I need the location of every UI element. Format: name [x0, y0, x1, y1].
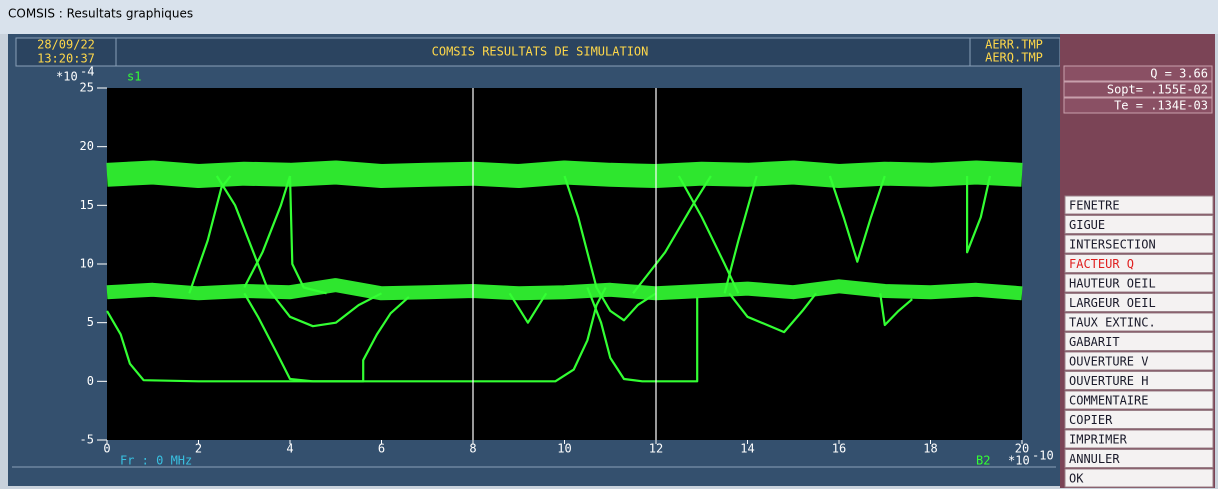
- button-label: GIGUE: [1069, 218, 1105, 232]
- plot-area: [107, 88, 1022, 440]
- menu-button[interactable]: ANNULER: [1065, 450, 1213, 468]
- menu-button[interactable]: COMMENTAIRE: [1065, 391, 1213, 409]
- y-tick-label: 0: [87, 374, 94, 388]
- trace-label: s1: [127, 70, 141, 84]
- button-label: HAUTEUR OEIL: [1069, 276, 1156, 290]
- status-left: Fr : 0 MHz: [120, 454, 192, 468]
- y-tick-label: 10: [80, 257, 94, 271]
- menu-button[interactable]: OK: [1065, 469, 1213, 487]
- button-label: GABARIT: [1069, 335, 1120, 349]
- rail-trace: [107, 173, 1022, 177]
- button-label: IMPRIMER: [1069, 432, 1128, 446]
- scale-exponent: -10: [1032, 449, 1054, 463]
- menu-button[interactable]: LARGEUR OEIL: [1065, 294, 1213, 312]
- button-label: LARGEUR OEIL: [1069, 296, 1156, 310]
- menu-button[interactable]: OUVERTURE V: [1065, 352, 1213, 370]
- y-tick-label: 15: [80, 198, 94, 212]
- menu-button[interactable]: OUVERTURE H: [1065, 372, 1213, 390]
- result-text: Q = 3.66: [1150, 67, 1208, 81]
- results-panel: [1060, 34, 1215, 196]
- menu-button[interactable]: INTERSECTION: [1065, 235, 1213, 253]
- button-label: OUVERTURE V: [1069, 354, 1148, 368]
- button-label: ANNULER: [1069, 452, 1120, 466]
- page: COMSIS : Resultats graphiques 28/09/22 1…: [0, 0, 1218, 489]
- scale-exponent: -4: [80, 65, 94, 79]
- header-title: COMSIS RESULTATS DE SIMULATION: [432, 45, 649, 59]
- menu-button[interactable]: TAUX EXTINC.: [1065, 313, 1213, 331]
- time: 13:20:37: [37, 52, 95, 66]
- menu-button[interactable]: GABARIT: [1065, 333, 1213, 351]
- menu-button[interactable]: HAUTEUR OEIL: [1065, 274, 1213, 292]
- menu-button[interactable]: GIGUE: [1065, 216, 1213, 234]
- file-name: AERQ.TMP: [985, 51, 1043, 65]
- button-face: [1065, 469, 1213, 487]
- menu-button[interactable]: FENETRE: [1065, 196, 1213, 214]
- window: COMSIS : Resultats graphiques 28/09/22 1…: [0, 0, 1218, 489]
- y-tick-label: -5: [80, 433, 94, 447]
- button-label: TAUX EXTINC.: [1069, 315, 1156, 329]
- button-label: FACTEUR Q: [1069, 257, 1134, 271]
- button-label: FENETRE: [1069, 198, 1120, 212]
- menu-button[interactable]: FACTEUR Q: [1065, 255, 1213, 273]
- scale-base: *10: [1008, 454, 1030, 468]
- button-label: INTERSECTION: [1069, 237, 1156, 251]
- y-tick-label: 5: [87, 315, 94, 329]
- result-text: Sopt= .155E-02: [1107, 83, 1208, 97]
- y-tick-label: 25: [80, 81, 94, 95]
- button-label: COPIER: [1069, 413, 1113, 427]
- menu-button[interactable]: COPIER: [1065, 411, 1213, 429]
- file-name: AERR.TMP: [985, 38, 1043, 52]
- button-label: OUVERTURE H: [1069, 374, 1148, 388]
- result-text: Te = .134E-03: [1114, 99, 1208, 113]
- status-right: B2: [976, 454, 990, 468]
- date: 28/09/22: [37, 38, 95, 52]
- button-label: COMMENTAIRE: [1069, 393, 1148, 407]
- scale-base: *10: [56, 70, 78, 84]
- menu-button[interactable]: IMPRIMER: [1065, 430, 1213, 448]
- window-title: COMSIS : Resultats graphiques: [8, 7, 193, 21]
- button-label: OK: [1069, 471, 1084, 485]
- y-tick-label: 20: [80, 139, 94, 153]
